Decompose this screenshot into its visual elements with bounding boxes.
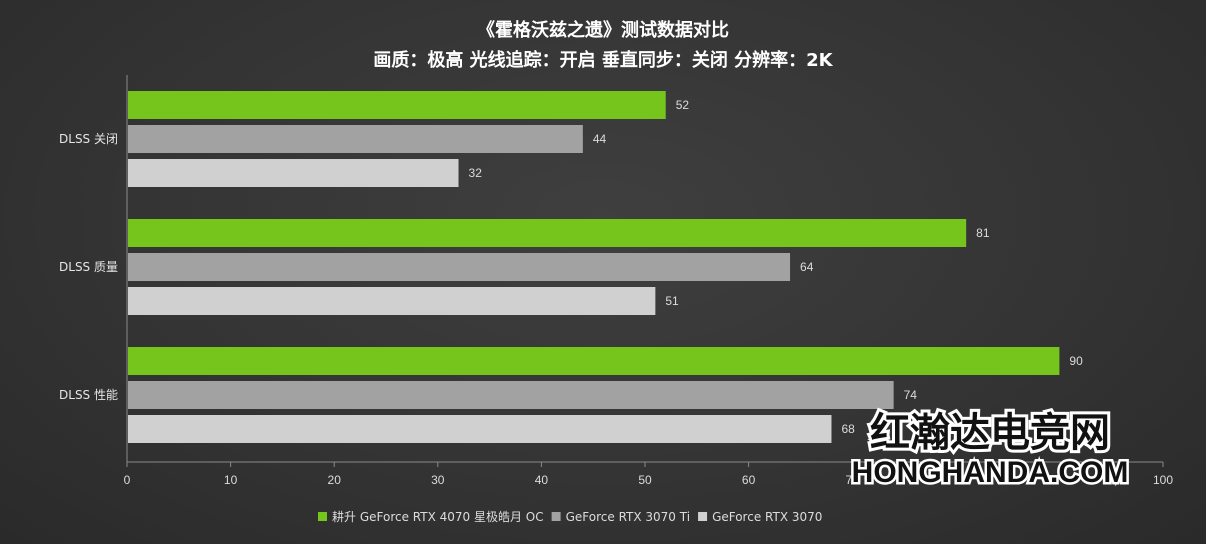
watermark-en: HONGHANDA.COM (852, 456, 1129, 489)
legend-swatch (551, 512, 561, 521)
x-tick-label: 100 (1153, 473, 1173, 487)
legend-label: GeForce RTX 3070 (712, 510, 822, 524)
bar (128, 125, 583, 153)
data-label: 68 (841, 422, 855, 436)
bar (128, 91, 666, 119)
x-tick-label: 0 (124, 473, 131, 487)
x-tick-label: 30 (431, 473, 445, 487)
legend-label: GeForce RTX 3070 Ti (566, 510, 690, 524)
x-tick-label: 60 (742, 473, 756, 487)
category-labels: DLSS 关闭 DLSS 质量 DLSS 性能 (59, 132, 118, 402)
x-tick-label: 70 (846, 473, 860, 487)
category-label: DLSS 性能 (59, 388, 118, 402)
bar (128, 219, 967, 247)
bar (128, 253, 791, 281)
data-labels: 52 44 32 81 64 51 90 74 68 (469, 98, 1084, 436)
legend-swatch (698, 512, 708, 521)
legend-label: 耕升 GeForce RTX 4070 星极皓月 OC (332, 509, 544, 524)
data-label: 51 (665, 294, 679, 308)
x-tick-label: 40 (535, 473, 549, 487)
legend-swatch (318, 512, 327, 521)
legend: 耕升 GeForce RTX 4070 星极皓月 OC GeForce RTX 3… (318, 509, 822, 524)
bar (128, 347, 1060, 375)
watermark: 红瀚达电竞网 HONGHANDA.COM (849, 406, 1131, 492)
data-label: 64 (800, 260, 814, 274)
chart-title: 《霍格沃兹之遗》测试数据对比 (477, 19, 729, 41)
x-tick-label: 50 (638, 473, 652, 487)
x-tick-label: 10 (224, 473, 238, 487)
bar (128, 159, 459, 187)
category-label: DLSS 关闭 (59, 132, 118, 146)
data-label: 52 (676, 98, 690, 112)
watermark-cn: 红瀚达电竞网 (870, 409, 1110, 456)
bars (128, 91, 1060, 443)
bar (128, 381, 894, 409)
x-tick-label: 20 (328, 473, 342, 487)
data-label: 32 (469, 166, 483, 180)
data-label: 74 (904, 388, 918, 402)
data-label: 90 (1069, 354, 1083, 368)
bar (128, 415, 832, 443)
data-label: 44 (593, 132, 607, 146)
bar (128, 287, 656, 315)
chart-subtitle: 画质：极高 光线追踪：开启 垂直同步：关闭 分辨率：2K (373, 49, 833, 71)
category-label: DLSS 质量 (59, 260, 118, 274)
data-label: 81 (976, 226, 990, 240)
x-ticks: 0 10 20 30 40 50 60 70 100 (124, 462, 1173, 487)
